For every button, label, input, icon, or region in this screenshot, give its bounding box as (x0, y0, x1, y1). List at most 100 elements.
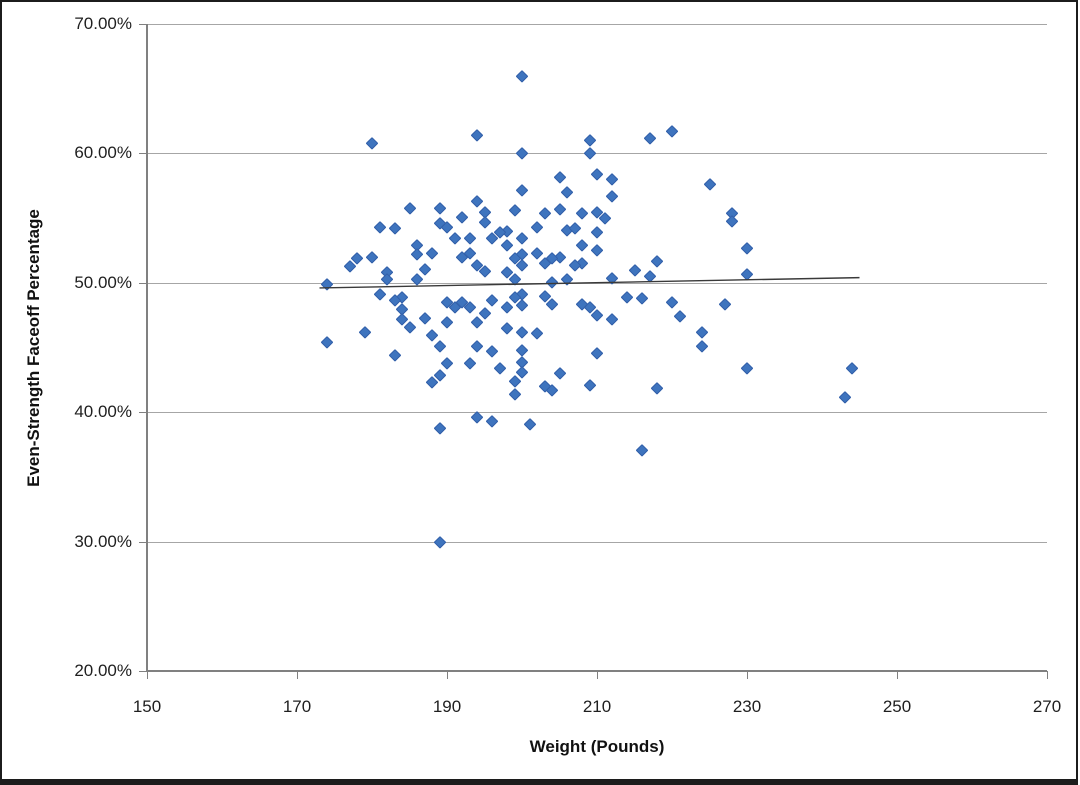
y-tick-label-20: 20.00% (74, 661, 132, 680)
data-point (718, 297, 731, 310)
data-point (530, 247, 544, 260)
y-tick-label-50: 50.00% (74, 272, 132, 292)
data-point (590, 168, 604, 181)
gridline-70 (147, 24, 1047, 25)
data-point (605, 313, 619, 326)
data-point (553, 367, 566, 380)
data-point (320, 278, 334, 291)
data-point (448, 231, 461, 244)
data-point (575, 206, 589, 219)
gridline-60 (147, 153, 1047, 155)
data-point (515, 69, 529, 82)
data-point (673, 310, 686, 323)
data-point (485, 345, 499, 358)
data-point (410, 248, 424, 261)
x-tick-label-250: 250 (882, 697, 912, 716)
data-point (583, 134, 596, 147)
data-point (478, 215, 491, 228)
data-point (650, 381, 664, 394)
x-tick-label-210: 210 (582, 697, 612, 716)
data-point (590, 226, 604, 239)
data-point (500, 239, 514, 252)
data-point (740, 362, 754, 375)
gridline-30 (147, 541, 1047, 543)
data-point (485, 293, 499, 306)
data-point (845, 362, 859, 375)
data-point (515, 325, 529, 338)
data-point (463, 231, 476, 244)
data-point (403, 320, 416, 333)
data-point (515, 298, 529, 311)
y-tick-label-70: 70.00% (74, 14, 132, 33)
y-axis-title: Even-Strength Faceoff Percentage (24, 208, 43, 487)
data-point (500, 322, 514, 335)
data-point (643, 131, 656, 144)
data-point (373, 288, 386, 301)
data-point (365, 137, 379, 150)
data-point (635, 443, 649, 456)
x-tick-250 (897, 671, 898, 679)
data-point (643, 270, 656, 283)
y-tick-label-40: 40.00% (74, 402, 132, 422)
data-point (583, 379, 596, 392)
data-point (545, 297, 559, 310)
data-point (620, 291, 634, 304)
data-point (590, 346, 604, 359)
data-point (703, 178, 716, 191)
y-tick-70 (139, 24, 147, 25)
data-point (500, 301, 514, 314)
data-point (515, 147, 529, 160)
data-point (403, 201, 416, 214)
x-tick-270 (1047, 671, 1048, 679)
data-point (425, 376, 439, 389)
data-point (440, 357, 454, 370)
data-point (433, 535, 446, 548)
data-point (343, 259, 356, 272)
data-point (740, 241, 754, 254)
data-point (695, 325, 709, 338)
x-tick-190 (447, 671, 448, 679)
y-tick-40 (139, 412, 147, 414)
y-tick-60 (139, 153, 147, 155)
data-point (470, 315, 484, 328)
data-point (583, 147, 596, 160)
data-point (545, 275, 559, 288)
data-point (493, 362, 506, 375)
y-tick-50 (139, 282, 147, 284)
data-point (695, 340, 709, 353)
data-point (515, 183, 529, 196)
data-point (635, 292, 649, 305)
data-point (665, 296, 679, 309)
data-point (523, 417, 536, 430)
data-point (463, 357, 476, 370)
data-point (440, 315, 454, 328)
x-tick-label-190: 190 (432, 697, 462, 716)
data-point (388, 349, 401, 362)
data-point (590, 309, 604, 322)
y-tick-label-60: 60.00% (74, 143, 132, 163)
x-tick-label-170: 170 (282, 697, 312, 716)
data-point (575, 239, 589, 252)
data-point (425, 247, 439, 260)
data-point (373, 221, 386, 234)
data-point (605, 190, 619, 203)
data-point (433, 201, 446, 214)
data-point (838, 390, 851, 403)
data-point (553, 170, 566, 183)
x-axis-title: Weight (Pounds) (529, 737, 665, 756)
data-point (538, 206, 551, 219)
data-point (358, 325, 371, 338)
x-tick-170 (297, 671, 298, 679)
data-point (320, 336, 334, 349)
data-point (508, 388, 521, 401)
data-point (515, 344, 529, 357)
y-tick-label-30: 30.00% (74, 531, 132, 551)
data-point (515, 366, 529, 379)
y-tick-30 (139, 541, 147, 543)
data-point (485, 415, 499, 428)
data-point (628, 263, 641, 276)
x-tick-label-150: 150 (132, 697, 162, 716)
data-point (470, 195, 484, 208)
data-point (508, 204, 521, 217)
